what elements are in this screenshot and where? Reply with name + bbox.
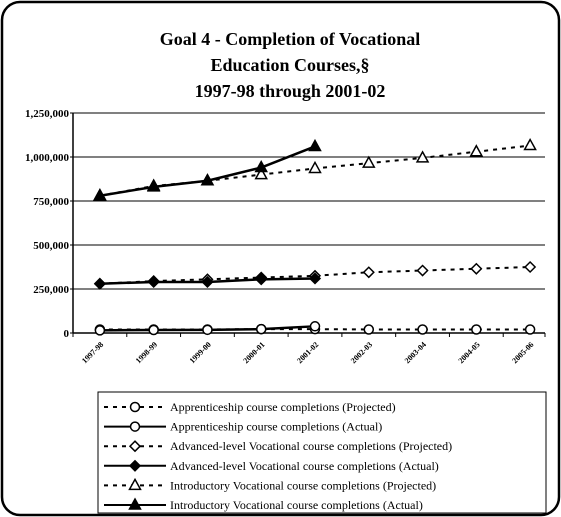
data-point	[146, 179, 161, 192]
data-point	[308, 160, 322, 174]
legend-marker	[128, 497, 142, 510]
data-point	[309, 321, 321, 332]
data-point	[470, 262, 483, 275]
data-point	[524, 324, 536, 335]
chart-title: 1997-98 through 2001-02	[195, 81, 386, 101]
legend-label: Apprenticeship course completions (Proje…	[170, 400, 396, 414]
data-point	[200, 173, 215, 186]
y-tick-label: 500,000	[33, 240, 69, 252]
legend-marker	[129, 401, 141, 413]
y-tick-label: 1,000,000	[25, 152, 70, 164]
data-point	[469, 144, 484, 157]
data-point	[93, 277, 106, 290]
y-tick-label: 0	[64, 328, 70, 340]
data-point	[363, 324, 375, 335]
data-point	[94, 325, 106, 336]
chart-title: Goal 4 - Completion of Vocational	[160, 29, 421, 49]
legend-marker	[129, 421, 141, 432]
data-point	[202, 324, 213, 336]
data-point	[147, 275, 160, 289]
data-point	[255, 323, 267, 335]
legend-marker	[128, 477, 142, 491]
data-point	[148, 324, 159, 336]
data-point	[254, 160, 268, 173]
legend-label: Introductory Vocational course completio…	[170, 498, 423, 512]
legend-label: Introductory Vocational course completio…	[170, 478, 436, 492]
data-point	[201, 275, 214, 289]
legend-box	[97, 391, 547, 514]
data-point	[417, 324, 428, 335]
legend-label: Apprenticeship course completions (Actua…	[170, 420, 382, 434]
data-point	[93, 188, 107, 201]
legend-label: Advanced-level Vocational course complet…	[170, 439, 452, 453]
data-point	[308, 272, 322, 285]
y-tick-label: 750,000	[33, 196, 69, 208]
chart-title: Education Courses,§	[210, 55, 369, 75]
legend-label: Advanced-level Vocational course complet…	[170, 459, 439, 473]
legend-marker	[128, 440, 142, 453]
data-point	[523, 138, 537, 151]
data-point	[416, 264, 429, 277]
data-point	[362, 155, 376, 168]
data-point	[254, 167, 268, 180]
y-tick-label: 250,000	[33, 284, 69, 296]
y-tick-label: 1,250,000	[25, 108, 70, 120]
data-point	[415, 150, 430, 163]
data-point	[362, 266, 375, 279]
data-point	[524, 260, 537, 274]
legend-marker	[128, 459, 142, 472]
data-point	[308, 138, 322, 152]
data-point	[471, 324, 482, 335]
data-point	[255, 273, 268, 286]
